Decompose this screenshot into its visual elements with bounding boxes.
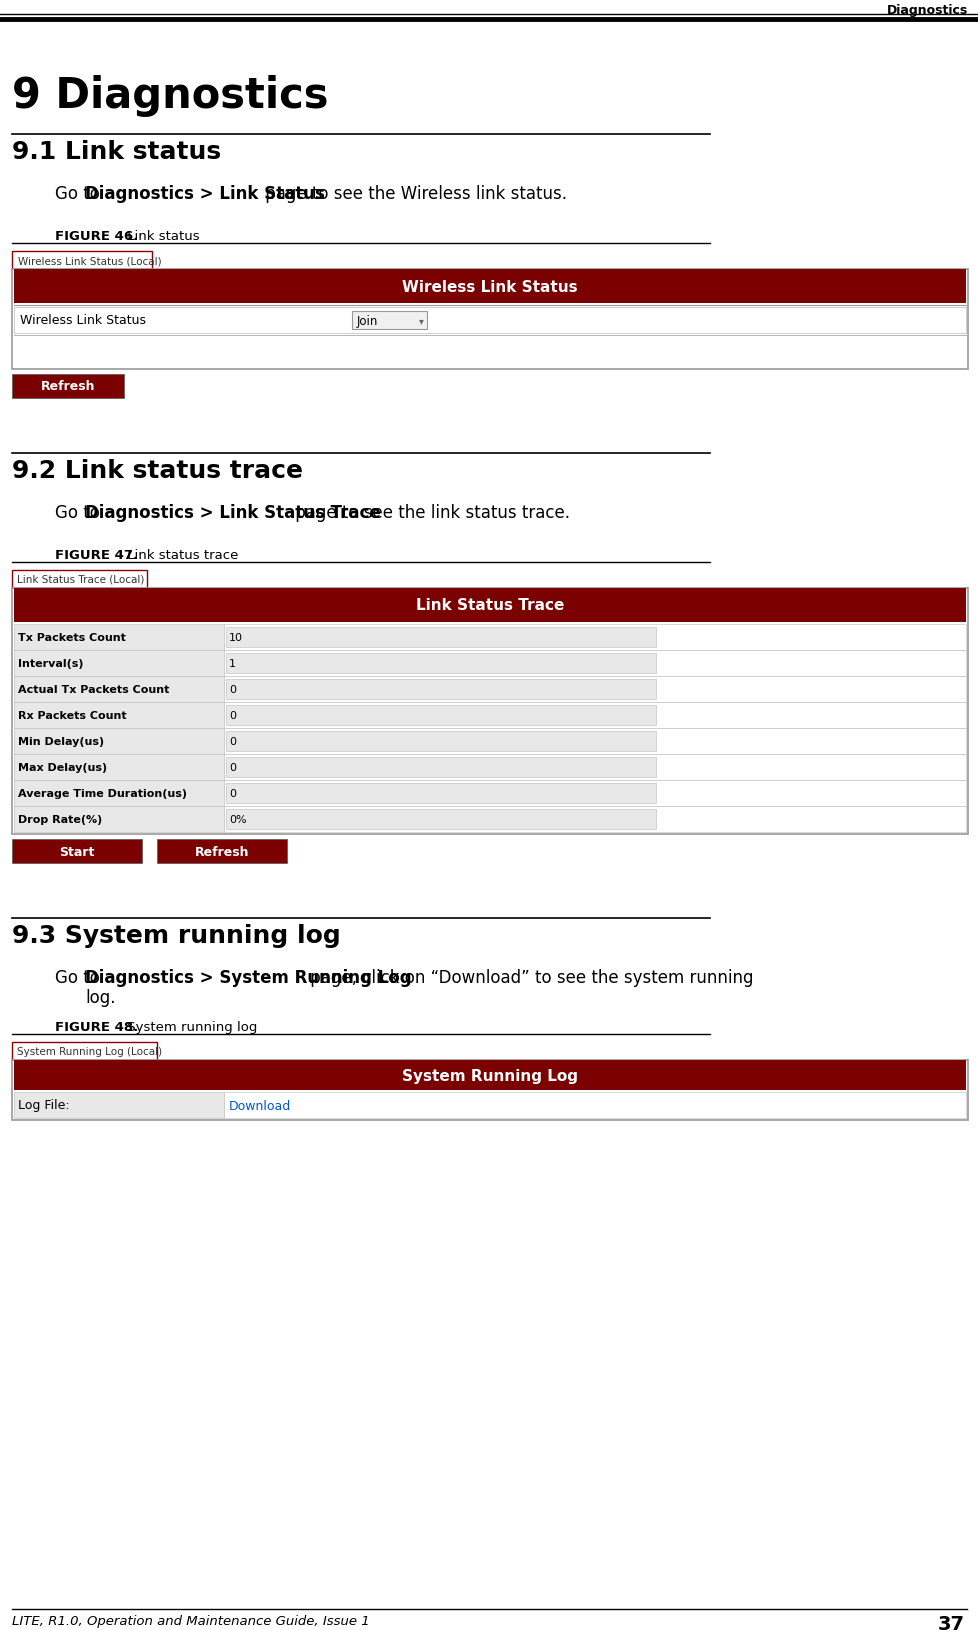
Text: Link status: Link status: [123, 230, 200, 243]
Bar: [14, 781, 224, 807]
Text: Go to: Go to: [55, 504, 105, 522]
Text: 0: 0: [229, 685, 236, 694]
Bar: [14, 755, 224, 781]
Text: FIGURE 46.: FIGURE 46.: [55, 230, 138, 243]
Bar: [226, 680, 655, 699]
Bar: [224, 1092, 965, 1118]
Text: Go to: Go to: [55, 184, 105, 202]
Text: 37: 37: [937, 1614, 964, 1630]
Text: Go to: Go to: [55, 968, 105, 986]
Text: 10: 10: [229, 632, 243, 642]
Text: Start: Start: [60, 844, 95, 857]
Text: ▾: ▾: [419, 316, 423, 326]
Bar: [14, 308, 965, 334]
Bar: [226, 758, 655, 778]
Text: 9.2 Link status trace: 9.2 Link status trace: [12, 458, 302, 482]
Text: Wireless Link Status: Wireless Link Status: [402, 279, 577, 295]
Bar: [226, 732, 655, 751]
Bar: [12, 271, 967, 370]
Text: 1: 1: [229, 659, 236, 668]
Text: 0: 0: [229, 763, 236, 773]
Text: Wireless Link Status: Wireless Link Status: [20, 315, 146, 328]
Text: page to see the link status trace.: page to see the link status trace.: [289, 504, 569, 522]
Bar: [14, 807, 224, 833]
Text: Link Status Trace (Local): Link Status Trace (Local): [17, 575, 144, 585]
Text: Interval(s): Interval(s): [18, 659, 83, 668]
Bar: [224, 729, 965, 755]
Bar: [14, 1061, 965, 1090]
Bar: [12, 1061, 967, 1120]
Text: Max Delay(us): Max Delay(us): [18, 763, 107, 773]
Text: page to see the Wireless link status.: page to see the Wireless link status.: [260, 184, 566, 202]
Text: Diagnostics > Link Status Trace: Diagnostics > Link Status Trace: [85, 504, 380, 522]
Text: System running log: System running log: [123, 1020, 257, 1033]
Text: Diagnostics > Link Status: Diagnostics > Link Status: [85, 184, 325, 202]
Text: page, click on “Download” to see the system running: page, click on “Download” to see the sys…: [305, 968, 753, 986]
Text: Refresh: Refresh: [195, 844, 249, 857]
Bar: [224, 624, 965, 650]
Bar: [12, 375, 124, 399]
Bar: [12, 839, 142, 864]
Bar: [224, 755, 965, 781]
Text: 0: 0: [229, 737, 236, 747]
Text: Diagnostics > System Running Log: Diagnostics > System Running Log: [85, 968, 411, 986]
Bar: [14, 1092, 224, 1118]
Text: Drop Rate(%): Drop Rate(%): [18, 815, 102, 825]
Text: 0: 0: [229, 789, 236, 799]
Bar: [224, 703, 965, 729]
Bar: [224, 650, 965, 676]
Text: Tx Packets Count: Tx Packets Count: [18, 632, 126, 642]
Bar: [14, 650, 224, 676]
Bar: [352, 311, 426, 329]
Text: 9 Diagnostics: 9 Diagnostics: [12, 75, 329, 117]
Text: System Running Log: System Running Log: [402, 1068, 577, 1082]
Text: 9.1 Link status: 9.1 Link status: [12, 140, 221, 165]
Bar: [226, 810, 655, 830]
Bar: [224, 781, 965, 807]
Bar: [224, 676, 965, 703]
Bar: [226, 706, 655, 725]
Text: Rx Packets Count: Rx Packets Count: [18, 711, 126, 720]
Text: System Running Log (Local): System Running Log (Local): [17, 1046, 162, 1056]
Text: Average Time Duration(us): Average Time Duration(us): [18, 789, 187, 799]
Text: Link status trace: Link status trace: [123, 549, 238, 562]
Bar: [156, 839, 287, 864]
Bar: [226, 784, 655, 804]
Text: Min Delay(us): Min Delay(us): [18, 737, 104, 747]
Text: log.: log.: [85, 988, 115, 1006]
Text: Link Status Trace: Link Status Trace: [416, 598, 563, 613]
Bar: [12, 588, 967, 835]
Bar: [14, 271, 965, 303]
Bar: [14, 624, 224, 650]
Bar: [12, 570, 147, 588]
Text: Refresh: Refresh: [41, 380, 95, 393]
Bar: [12, 253, 152, 271]
Bar: [14, 676, 224, 703]
Bar: [14, 729, 224, 755]
Text: 9.3 System running log: 9.3 System running log: [12, 924, 340, 947]
Text: 0: 0: [229, 711, 236, 720]
Bar: [226, 654, 655, 673]
Text: 0%: 0%: [229, 815, 246, 825]
Text: FIGURE 48.: FIGURE 48.: [55, 1020, 138, 1033]
Text: Actual Tx Packets Count: Actual Tx Packets Count: [18, 685, 169, 694]
Text: Download: Download: [229, 1099, 290, 1112]
Text: LITE, R1.0, Operation and Maintenance Guide, Issue 1: LITE, R1.0, Operation and Maintenance Gu…: [12, 1614, 370, 1627]
Text: Wireless Link Status (Local): Wireless Link Status (Local): [18, 256, 161, 266]
Bar: [14, 703, 224, 729]
Text: Diagnostics: Diagnostics: [886, 3, 967, 16]
Text: Join: Join: [357, 315, 378, 328]
Bar: [224, 807, 965, 833]
Bar: [12, 1042, 156, 1061]
Bar: [226, 628, 655, 647]
Bar: [14, 588, 965, 623]
Text: Log File:: Log File:: [18, 1099, 69, 1112]
Text: FIGURE 47.: FIGURE 47.: [55, 549, 138, 562]
